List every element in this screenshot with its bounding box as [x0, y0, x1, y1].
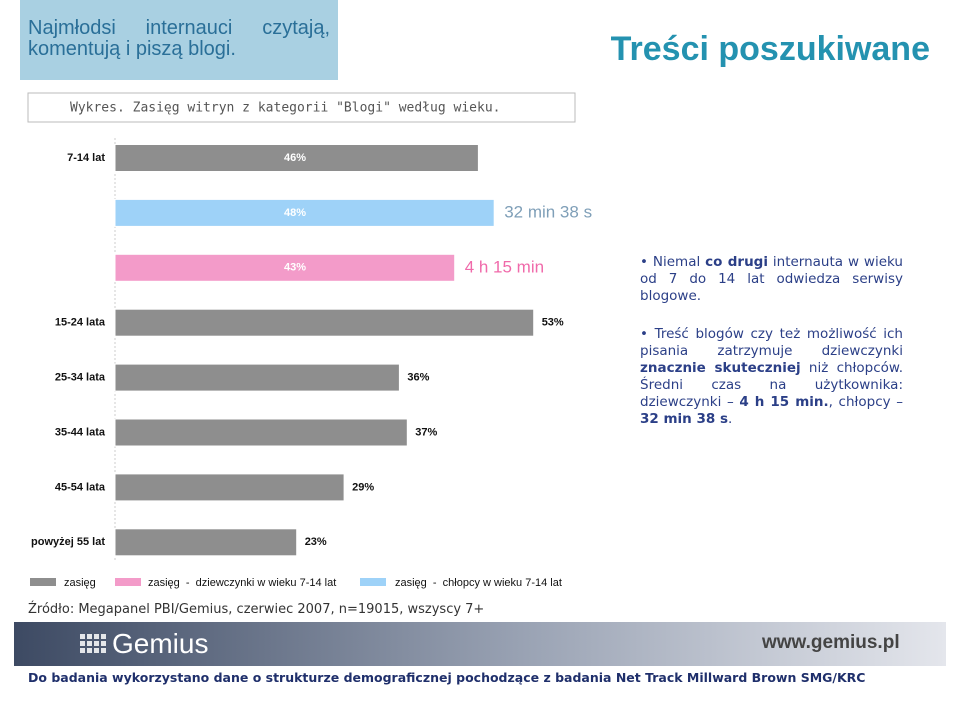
- bar: [114, 418, 408, 447]
- bullet: • Treść blogów czy też możliwość ich pis…: [640, 326, 903, 427]
- value-label: 53%: [542, 317, 564, 329]
- footer-band: [14, 622, 946, 666]
- url: www.gemius.pl: [762, 632, 900, 653]
- annotation: 4 h 15 min: [465, 257, 544, 276]
- category-label: 7-14 lat: [67, 152, 105, 164]
- bullet-text: co drugi: [705, 254, 768, 270]
- bullet-text: niż chłopców. Średni czas na użytkownika…: [640, 360, 903, 410]
- value-label: 36%: [407, 372, 429, 384]
- category-label: 25-34 lata: [55, 372, 106, 384]
- tagline: Najmłodsi internauci czytają, komentują …: [20, 0, 338, 80]
- chart-title-box: [27, 92, 576, 123]
- value-label: 46%: [284, 152, 306, 164]
- annotation: 32 min 38 s: [504, 202, 592, 221]
- bullet-text: internauta w wieku od 7 do 14 lat odwied…: [640, 254, 903, 304]
- bullet-text: Treść blogów czy też możliwość ich pisan…: [640, 326, 903, 359]
- category-label: 45-54 lata: [55, 481, 106, 493]
- value-label: 48%: [284, 207, 306, 219]
- logo: Gemius: [112, 628, 209, 659]
- bar: [114, 198, 495, 227]
- value-label: 43%: [284, 262, 306, 274]
- bullets: • Niemal co drugi internauta w wieku od …: [640, 254, 903, 449]
- legend-swatch: [115, 578, 141, 586]
- category-label: 15-24 lata: [55, 317, 106, 329]
- legend-label: zasięg - chłopcy w wieku 7-14 lat: [395, 577, 562, 589]
- legend-label: zasięg - dziewczynki w wieku 7-14 lat: [148, 577, 336, 589]
- value-label: 23%: [305, 536, 327, 548]
- bullet-text: znacznie skuteczniej: [640, 360, 801, 376]
- bar: [114, 253, 456, 282]
- bar: [114, 473, 345, 502]
- bullet-text: .: [728, 411, 733, 427]
- chart: Wykres. Zasięg witryn z kategorii "Blogi…: [27, 92, 592, 589]
- slide-title: Treści poszukiwane: [610, 30, 930, 68]
- bar: [114, 144, 479, 172]
- legend-label: zasięg: [64, 577, 96, 589]
- bar: [114, 528, 298, 557]
- bullet-text: 32 min 38 s: [640, 411, 729, 427]
- footer-note: Do badania wykorzystano dane o strukturz…: [28, 670, 866, 685]
- value-label: 37%: [415, 426, 437, 438]
- bullet-text: Niemal: [652, 254, 706, 270]
- category-label: 35-44 lata: [55, 426, 106, 438]
- legend-swatch: [30, 578, 56, 586]
- chart-title: Wykres. Zasięg witryn z kategorii "Blogi…: [70, 101, 500, 116]
- bar: [114, 363, 400, 392]
- legend-swatch: [360, 578, 386, 586]
- category-label: powyżej 55 lat: [31, 536, 105, 548]
- bar: [114, 308, 535, 337]
- source: Źródło: Megapanel PBI/Gemius, czerwiec 2…: [28, 602, 485, 617]
- bullet-text: , chłopcy –: [828, 394, 903, 410]
- bullet: • Niemal co drugi internauta w wieku od …: [640, 254, 903, 304]
- bullet-text: 4 h 15 min.: [739, 394, 829, 410]
- value-label: 29%: [352, 481, 374, 493]
